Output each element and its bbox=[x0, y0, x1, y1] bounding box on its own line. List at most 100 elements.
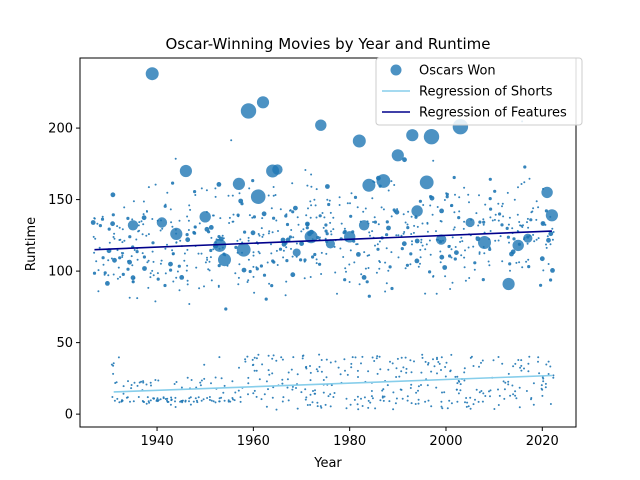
data-point bbox=[275, 249, 278, 252]
y-tick-label: 150 bbox=[48, 193, 73, 208]
data-point bbox=[311, 401, 314, 404]
data-point bbox=[465, 405, 468, 408]
data-point bbox=[118, 226, 121, 229]
data-point bbox=[174, 157, 177, 160]
data-point bbox=[379, 399, 382, 402]
data-point bbox=[441, 391, 443, 394]
data-point bbox=[187, 219, 190, 222]
data-point bbox=[454, 375, 457, 378]
data-point bbox=[282, 256, 285, 259]
data-point bbox=[174, 396, 177, 399]
data-point bbox=[444, 375, 447, 378]
data-point bbox=[508, 241, 510, 244]
award-point bbox=[213, 238, 227, 252]
data-point bbox=[361, 405, 364, 407]
award-point bbox=[218, 253, 231, 267]
data-point bbox=[445, 361, 448, 364]
award-point bbox=[376, 174, 391, 188]
data-point bbox=[285, 222, 290, 227]
data-point bbox=[421, 353, 424, 356]
data-point bbox=[405, 263, 409, 267]
data-point bbox=[310, 173, 313, 176]
data-point bbox=[500, 223, 504, 227]
data-point bbox=[375, 357, 378, 360]
data-point bbox=[507, 383, 510, 386]
data-point bbox=[281, 378, 284, 381]
data-point bbox=[401, 397, 404, 400]
data-point bbox=[551, 238, 554, 241]
data-point bbox=[112, 257, 117, 263]
data-point bbox=[131, 280, 135, 284]
data-point bbox=[367, 294, 371, 298]
data-point bbox=[451, 281, 454, 284]
data-point bbox=[159, 229, 162, 232]
data-point bbox=[237, 283, 240, 286]
data-point bbox=[145, 402, 148, 405]
data-point bbox=[197, 396, 200, 399]
data-point bbox=[306, 184, 309, 187]
data-point bbox=[232, 398, 234, 401]
data-point bbox=[497, 219, 500, 222]
data-point bbox=[286, 386, 289, 389]
data-point bbox=[295, 242, 298, 245]
data-point bbox=[361, 275, 367, 280]
data-point bbox=[439, 250, 442, 253]
data-point bbox=[411, 243, 413, 246]
data-point bbox=[246, 355, 249, 358]
data-point bbox=[344, 230, 347, 233]
data-point bbox=[164, 272, 167, 275]
data-point bbox=[210, 236, 213, 239]
data-point bbox=[300, 230, 303, 233]
data-point bbox=[142, 200, 145, 203]
data-point bbox=[270, 252, 273, 255]
data-point bbox=[285, 246, 288, 249]
data-point bbox=[188, 204, 191, 207]
data-point bbox=[450, 204, 452, 207]
data-point bbox=[255, 369, 258, 372]
data-point bbox=[316, 405, 319, 408]
data-point bbox=[414, 238, 420, 244]
x-tick-label: 1960 bbox=[237, 434, 270, 449]
data-point bbox=[472, 365, 475, 367]
data-point bbox=[464, 279, 467, 282]
data-point bbox=[323, 216, 326, 219]
data-point bbox=[463, 379, 466, 382]
data-point bbox=[520, 369, 523, 372]
data-point bbox=[261, 217, 264, 220]
chart-title: Oscar-Winning Movies by Year and Runtime bbox=[165, 35, 490, 53]
data-point bbox=[375, 271, 378, 274]
data-point bbox=[103, 271, 107, 275]
data-point bbox=[429, 195, 433, 199]
data-point bbox=[186, 264, 189, 267]
data-point bbox=[115, 381, 118, 384]
data-point bbox=[426, 221, 429, 224]
data-point bbox=[130, 387, 133, 390]
data-point bbox=[121, 399, 124, 402]
data-point bbox=[514, 390, 517, 393]
data-point bbox=[329, 221, 332, 224]
award-point bbox=[145, 67, 159, 81]
data-point bbox=[102, 263, 105, 266]
legend-box bbox=[375, 57, 583, 126]
legend-marker bbox=[390, 64, 402, 76]
data-point bbox=[367, 370, 370, 373]
data-point bbox=[502, 215, 505, 218]
data-point bbox=[356, 403, 359, 406]
data-point bbox=[448, 399, 451, 402]
data-point bbox=[417, 385, 420, 388]
data-point bbox=[227, 400, 230, 403]
data-point bbox=[151, 269, 154, 272]
data-point bbox=[257, 250, 260, 253]
data-point bbox=[456, 375, 459, 378]
data-point bbox=[313, 198, 316, 201]
data-point bbox=[457, 392, 460, 395]
data-point bbox=[302, 228, 305, 231]
data-point bbox=[501, 202, 504, 205]
data-point bbox=[458, 210, 461, 213]
data-point bbox=[521, 266, 524, 269]
data-point bbox=[488, 264, 491, 267]
data-point bbox=[260, 398, 263, 401]
data-point bbox=[440, 405, 443, 408]
award-point bbox=[232, 177, 245, 190]
data-point bbox=[113, 399, 116, 402]
